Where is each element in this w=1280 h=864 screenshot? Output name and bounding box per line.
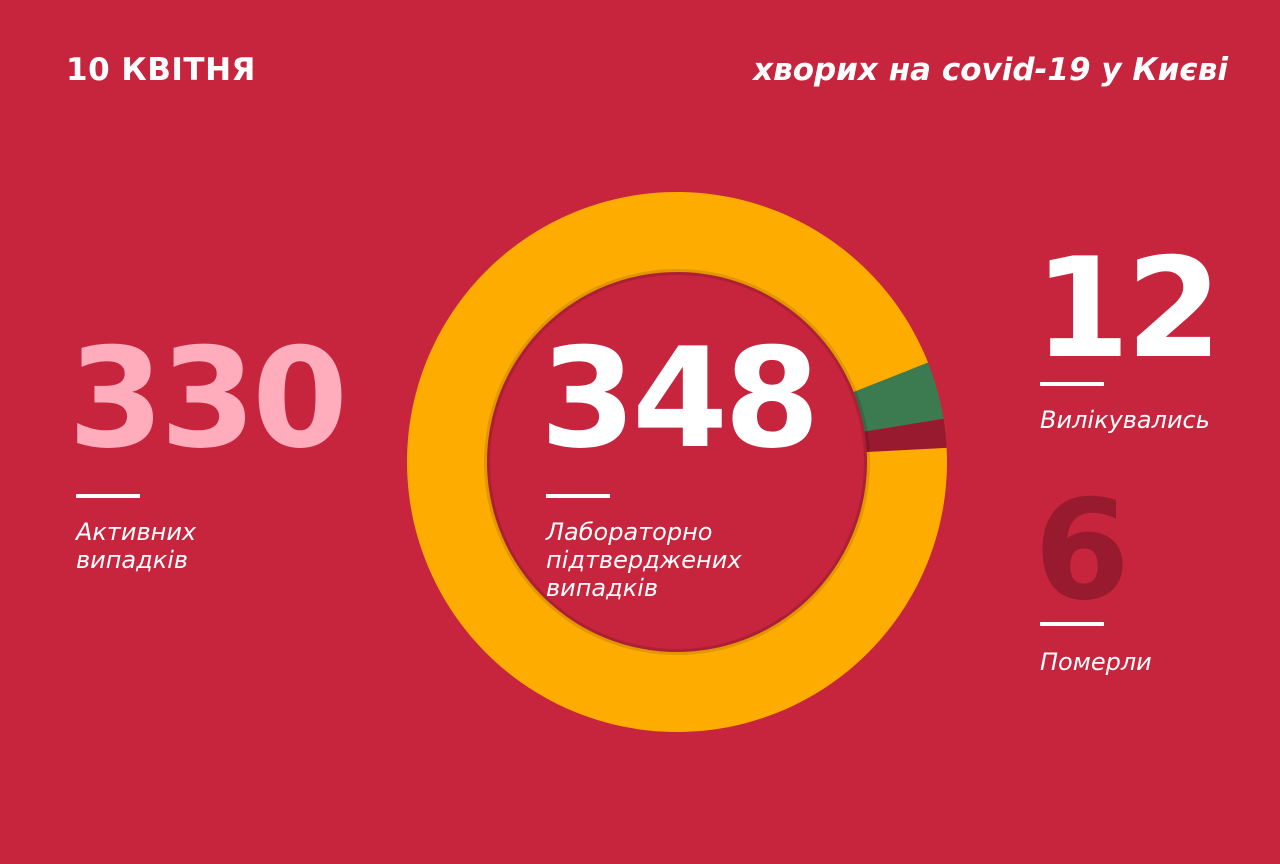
donut-slice-died [864,418,947,453]
confirmed-cases-label-line-1: Лабораторно [546,518,713,546]
donut-slice-recovered [853,362,944,432]
donut-inner-shadow [484,269,870,655]
recovered-label: Вилікувались [1040,406,1210,434]
confirmed-cases-label-line-3: випадків [546,574,659,602]
donut-slice-active [407,192,947,733]
died-label: Померли [1040,648,1152,676]
confirmed-cases-number: 348 [540,318,820,479]
headline-heading: хворих на covid-19 у Києві [753,52,1228,88]
confirmed-cases-label: Лабораторно підтверджених випадків [546,518,806,602]
active-cases-number: 330 [68,318,348,479]
confirmed-cases-rule [546,494,610,498]
died-number: 6 [1034,470,1130,631]
recovered-rule [1040,382,1104,386]
active-cases-rule [76,494,140,498]
recovered-number: 12 [1034,228,1222,389]
date-heading: 10 КВІТНЯ [66,52,256,88]
active-cases-label-line-2: випадків [76,546,189,574]
donut-slices [407,192,947,733]
active-cases-label: Активних випадків [76,518,296,574]
donut-svg [407,192,947,733]
died-rule [1040,622,1104,626]
active-cases-label-line-1: Активних [76,518,197,546]
donut-chart [397,182,957,742]
confirmed-cases-label-line-2: підтверджених [546,546,742,574]
